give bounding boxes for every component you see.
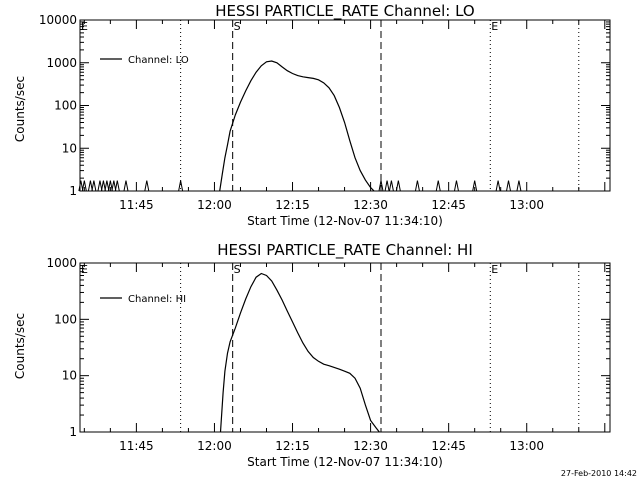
marker-label: E [491, 20, 498, 33]
series-line [219, 60, 375, 192]
noise-spike [516, 180, 522, 192]
y-axis-label: Counts/sec [13, 76, 27, 142]
x-axis-label: Start Time (12-Nov-07 11:34:10) [247, 214, 443, 228]
x-tick-label: 12:30 [353, 198, 388, 212]
noise-spike [104, 180, 110, 192]
panel-title: HESSI PARTICLE_RATE Channel: LO [215, 2, 474, 21]
x-tick-label: 12:00 [197, 198, 232, 212]
marker-label: E [81, 20, 88, 33]
noise-spike [97, 180, 103, 192]
y-tick-label: 100 [54, 312, 77, 326]
noise-spike [388, 180, 394, 192]
noise-spike [472, 180, 478, 192]
y-tick-label: 1000 [46, 256, 77, 270]
noise-spike [395, 180, 401, 192]
legend-label: Channel: LO [128, 55, 189, 66]
noise-spike [506, 180, 512, 192]
noise-spike [87, 180, 93, 192]
y-tick-label: 10 [62, 369, 77, 383]
noise-spike [435, 180, 441, 192]
y-tick-label: 1 [69, 184, 77, 198]
x-tick-label: 12:15 [275, 198, 310, 212]
noise-spike [100, 180, 106, 192]
x-tick-label: 13:00 [509, 198, 544, 212]
noise-spike [414, 180, 420, 192]
x-tick-label: 12:45 [431, 198, 466, 212]
x-tick-label: 12:00 [197, 439, 232, 453]
marker-label: E [81, 263, 88, 276]
x-axis-label: Start Time (12-Nov-07 11:34:10) [247, 455, 443, 469]
noise-spike [114, 180, 120, 192]
y-tick-label: 1000 [46, 56, 77, 70]
noise-spike [78, 180, 84, 192]
y-tick-label: 10 [62, 141, 77, 155]
noise-spike [107, 180, 113, 192]
legend-label: Channel: HI [128, 294, 186, 305]
x-tick-label: 11:45 [119, 198, 154, 212]
x-tick-label: 13:00 [509, 439, 544, 453]
plot-frame [79, 262, 611, 433]
series-line [219, 272, 380, 433]
panel-channel-hi: HESSI PARTICLE_RATE Channel: HI Start Ti… [13, 241, 611, 469]
x-tick-label: 11:45 [119, 439, 154, 453]
x-tick-label: 12:45 [431, 439, 466, 453]
marker-label: S [234, 20, 241, 33]
x-tick-label: 12:15 [275, 439, 310, 453]
y-axis-label: Counts/sec [13, 313, 27, 379]
marker-label: E [491, 263, 498, 276]
timestamp-footer: 27-Feb-2010 14:42 [561, 469, 637, 478]
noise-spike [495, 180, 501, 192]
plot-frame [79, 19, 611, 192]
y-tick-label: 10000 [39, 13, 77, 27]
noise-spike [384, 180, 390, 192]
y-tick-label: 1 [69, 425, 77, 439]
noise-spike [91, 180, 97, 192]
y-tick-label: 100 [54, 99, 77, 113]
marker-label: S [234, 263, 241, 276]
x-tick-label: 12:30 [353, 439, 388, 453]
noise-spike [111, 180, 117, 192]
noise-spike [144, 180, 150, 192]
noise-spike [178, 180, 184, 192]
noise-spike [378, 180, 384, 192]
panel-title: HESSI PARTICLE_RATE Channel: HI [217, 241, 473, 260]
noise-spike [81, 180, 87, 192]
noise-spike [453, 180, 459, 192]
panel-channel-lo: HESSI PARTICLE_RATE Channel: LO Start Ti… [13, 2, 611, 228]
noise-spike [123, 180, 129, 192]
